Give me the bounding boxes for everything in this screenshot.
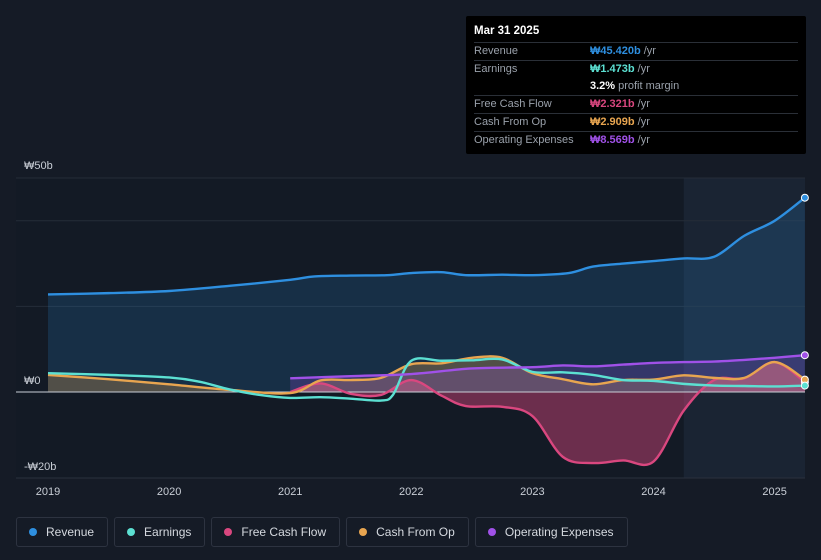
tooltip-value: ₩1.473b <box>590 63 635 75</box>
financial-chart[interactable]: ₩50b ₩0 -₩20b 2019 2020 2021 2022 2023 2024 2025 <box>0 0 821 510</box>
y-tick-label: ₩0 <box>24 375 41 387</box>
tooltip-unit: /yr <box>637 98 650 110</box>
tooltip-unit: /yr <box>643 45 656 57</box>
tooltip-value: 3.2% <box>590 80 616 92</box>
legend: Revenue Earnings Free Cash Flow Cash Fro… <box>16 517 628 547</box>
tooltip-unit: /yr <box>637 116 650 128</box>
tooltip-row-revenue: Revenue ₩45.420b /yr <box>474 42 798 60</box>
operating-expenses-line <box>290 353 805 380</box>
x-tick-label: 2019 <box>36 486 60 498</box>
x-tick-label: 2022 <box>399 486 423 498</box>
tooltip-panel: Mar 31 2025 Revenue ₩45.420b /yr Earning… <box>466 16 806 154</box>
tooltip-row-cash-from-op: Cash From Op ₩2.909b /yr <box>474 113 798 131</box>
tooltip-value: ₩2.321b <box>590 98 635 110</box>
revenue-line <box>47 196 806 296</box>
y-tick-label: ₩50b <box>24 160 53 172</box>
y-tick-label: -₩20b <box>24 461 56 473</box>
legend-dot-icon <box>127 528 136 536</box>
legend-label: Cash From Op <box>376 525 455 539</box>
revenue-area <box>48 197 805 392</box>
tooltip-label: Earnings <box>474 63 518 75</box>
tooltip-row-profit-margin: 3.2% profit margin <box>474 78 798 95</box>
tooltip-unit: /yr <box>637 63 650 75</box>
tooltip-row-free-cash-flow: Free Cash Flow ₩2.321b /yr <box>474 95 798 113</box>
tooltip-value: ₩2.909b <box>590 116 635 128</box>
legend-label: Operating Expenses <box>504 525 614 539</box>
cash-from-op-line <box>47 355 806 395</box>
cash-from-op-area <box>48 356 805 394</box>
tooltip-label: Operating Expenses <box>474 134 574 146</box>
tooltip-label: Cash From Op <box>474 116 547 128</box>
operating-expenses-end-point <box>800 351 809 360</box>
legend-dot-icon <box>224 528 233 536</box>
tooltip-date: Mar 31 2025 <box>474 25 540 37</box>
tooltip-label: Free Cash Flow <box>474 98 552 110</box>
tooltip-label: Revenue <box>474 45 519 57</box>
legend-item-revenue[interactable]: Revenue <box>16 517 109 547</box>
x-tick-label: 2020 <box>157 486 181 498</box>
tooltip-unit: profit margin <box>618 80 680 92</box>
earnings-line <box>47 357 805 402</box>
tooltip-row-earnings: Earnings ₩1.473b /yr <box>474 60 798 78</box>
legend-label: Earnings <box>144 525 192 539</box>
forecast-region <box>683 178 805 478</box>
x-tick-label: 2025 <box>762 486 786 498</box>
legend-item-operating-expenses[interactable]: Operating Expenses <box>474 517 628 547</box>
tooltip-value: ₩8.569b <box>590 134 635 146</box>
revenue-end-point <box>800 193 809 202</box>
free-cash-flow-area <box>290 362 805 465</box>
earnings-end-point <box>800 381 809 390</box>
legend-dot-icon <box>487 528 496 536</box>
x-tick-label: 2021 <box>278 486 302 498</box>
x-tick-label: 2024 <box>641 486 665 498</box>
legend-item-cash-from-op[interactable]: Cash From Op <box>346 517 469 547</box>
legend-dot-icon <box>29 528 37 536</box>
legend-label: Revenue <box>46 525 95 539</box>
tooltip-value: ₩45.420b <box>590 45 641 57</box>
tooltip-row-operating-expenses: Operating Expenses ₩8.569b /yr <box>474 131 798 149</box>
legend-dot-icon <box>359 528 368 536</box>
legend-item-free-cash-flow[interactable]: Free Cash Flow <box>211 517 341 547</box>
tooltip-unit: /yr <box>637 134 650 146</box>
legend-item-earnings[interactable]: Earnings <box>114 517 206 547</box>
legend-label: Free Cash Flow <box>241 525 327 539</box>
x-tick-label: 2023 <box>520 486 544 498</box>
